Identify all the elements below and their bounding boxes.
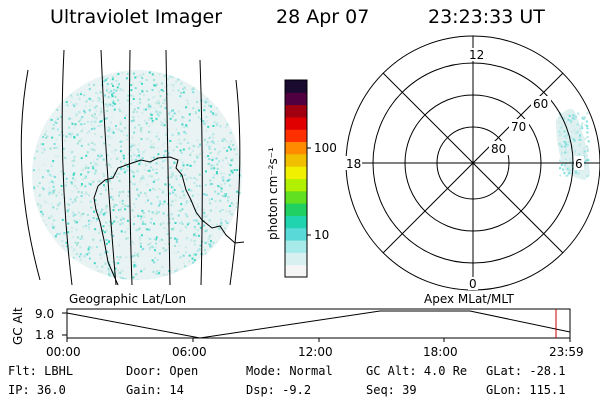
colorbar-cell: [285, 203, 307, 216]
timeline-ytick-low: 1.8: [35, 328, 54, 342]
info-gc-alt: GC Alt: 4.0 Re: [366, 364, 468, 378]
info-glon: GLon: 115.1: [486, 383, 566, 397]
timeline-right-label: Apex MLat/MLT: [424, 292, 514, 306]
coastline: [93, 156, 245, 286]
timeline-xtick-4: 23:59: [549, 345, 584, 359]
timeline-axis-label: GC Alt: [11, 307, 25, 345]
timeline-xtick-2: 12:00: [298, 345, 333, 359]
timeline-xtick-0: 00:00: [46, 345, 81, 359]
colorbar-cell: [285, 80, 307, 93]
colorbar-label-100: 100: [314, 141, 337, 155]
info-dsp: Dsp: -9.2: [246, 383, 312, 397]
mlat-label-80: 80: [491, 142, 506, 156]
polar-speckle: [558, 112, 590, 178]
info-glat: GLat: -28.1: [486, 364, 566, 378]
geographic-image: [20, 50, 245, 286]
info-mode: Mode: Normal: [246, 364, 333, 378]
mlt-label-12: 12: [469, 48, 484, 62]
info-flt: Flt: LBHL: [8, 364, 74, 378]
colorbar-cell: [285, 166, 307, 179]
timeline-xtick-1: 06:00: [172, 345, 207, 359]
colorbar-cell: [285, 240, 307, 253]
colorbar-cell: [285, 153, 307, 167]
observation-date: 28 Apr 07: [276, 6, 370, 28]
app-title: Ultraviolet Imager: [50, 6, 223, 28]
polar-plot: 12 18 6 0 60 70 80: [344, 35, 600, 291]
colorbar-cell: [285, 190, 307, 204]
colorbar-cell: [285, 141, 307, 155]
timeline-left-label: Geographic Lat/Lon: [69, 292, 186, 306]
colorbar-unit-label: photon cm⁻²s⁻¹: [266, 147, 280, 240]
mlat-label-60: 60: [533, 97, 548, 111]
mlat-label-70: 70: [511, 120, 526, 134]
mlt-label-6: 6: [575, 157, 583, 171]
longitude-lines: [20, 50, 241, 286]
colorbar-frame: [284, 79, 308, 278]
colorbar-cell: [285, 264, 307, 278]
timeline-xtick-3: 18:00: [423, 345, 458, 359]
info-gain: Gain: 14: [126, 383, 184, 397]
colorbar-cell: [285, 215, 307, 229]
altitude-curve: [66, 310, 571, 339]
colorbar-cell: [285, 227, 307, 241]
info-ip: IP: 36.0: [8, 383, 66, 397]
mlt-label-0: 0: [469, 277, 477, 291]
info-seq: Seq: 39: [366, 383, 417, 397]
observation-time: 23:23:33 UT: [428, 6, 545, 28]
colorbar-cell: [285, 129, 307, 143]
colorbar-label-10: 10: [314, 228, 329, 242]
colorbar-cell: [285, 252, 307, 266]
timeline-frame: [66, 308, 571, 339]
colorbar-cell: [285, 116, 307, 130]
mlt-label-18: 18: [346, 157, 361, 171]
altitude-timeline: Geographic Lat/Lon Apex MLat/MLT 9.0 1.8…: [11, 292, 584, 359]
colorbar-cells: [285, 80, 307, 278]
colorbar-cell: [285, 92, 307, 106]
info-door: Door: Open: [126, 364, 199, 378]
colorbar-cell: [285, 104, 307, 118]
colorbar: 100 10 photon cm⁻²s⁻¹: [266, 79, 337, 278]
colorbar-cell: [285, 178, 307, 192]
timeline-ytick-high: 9.0: [35, 307, 54, 321]
